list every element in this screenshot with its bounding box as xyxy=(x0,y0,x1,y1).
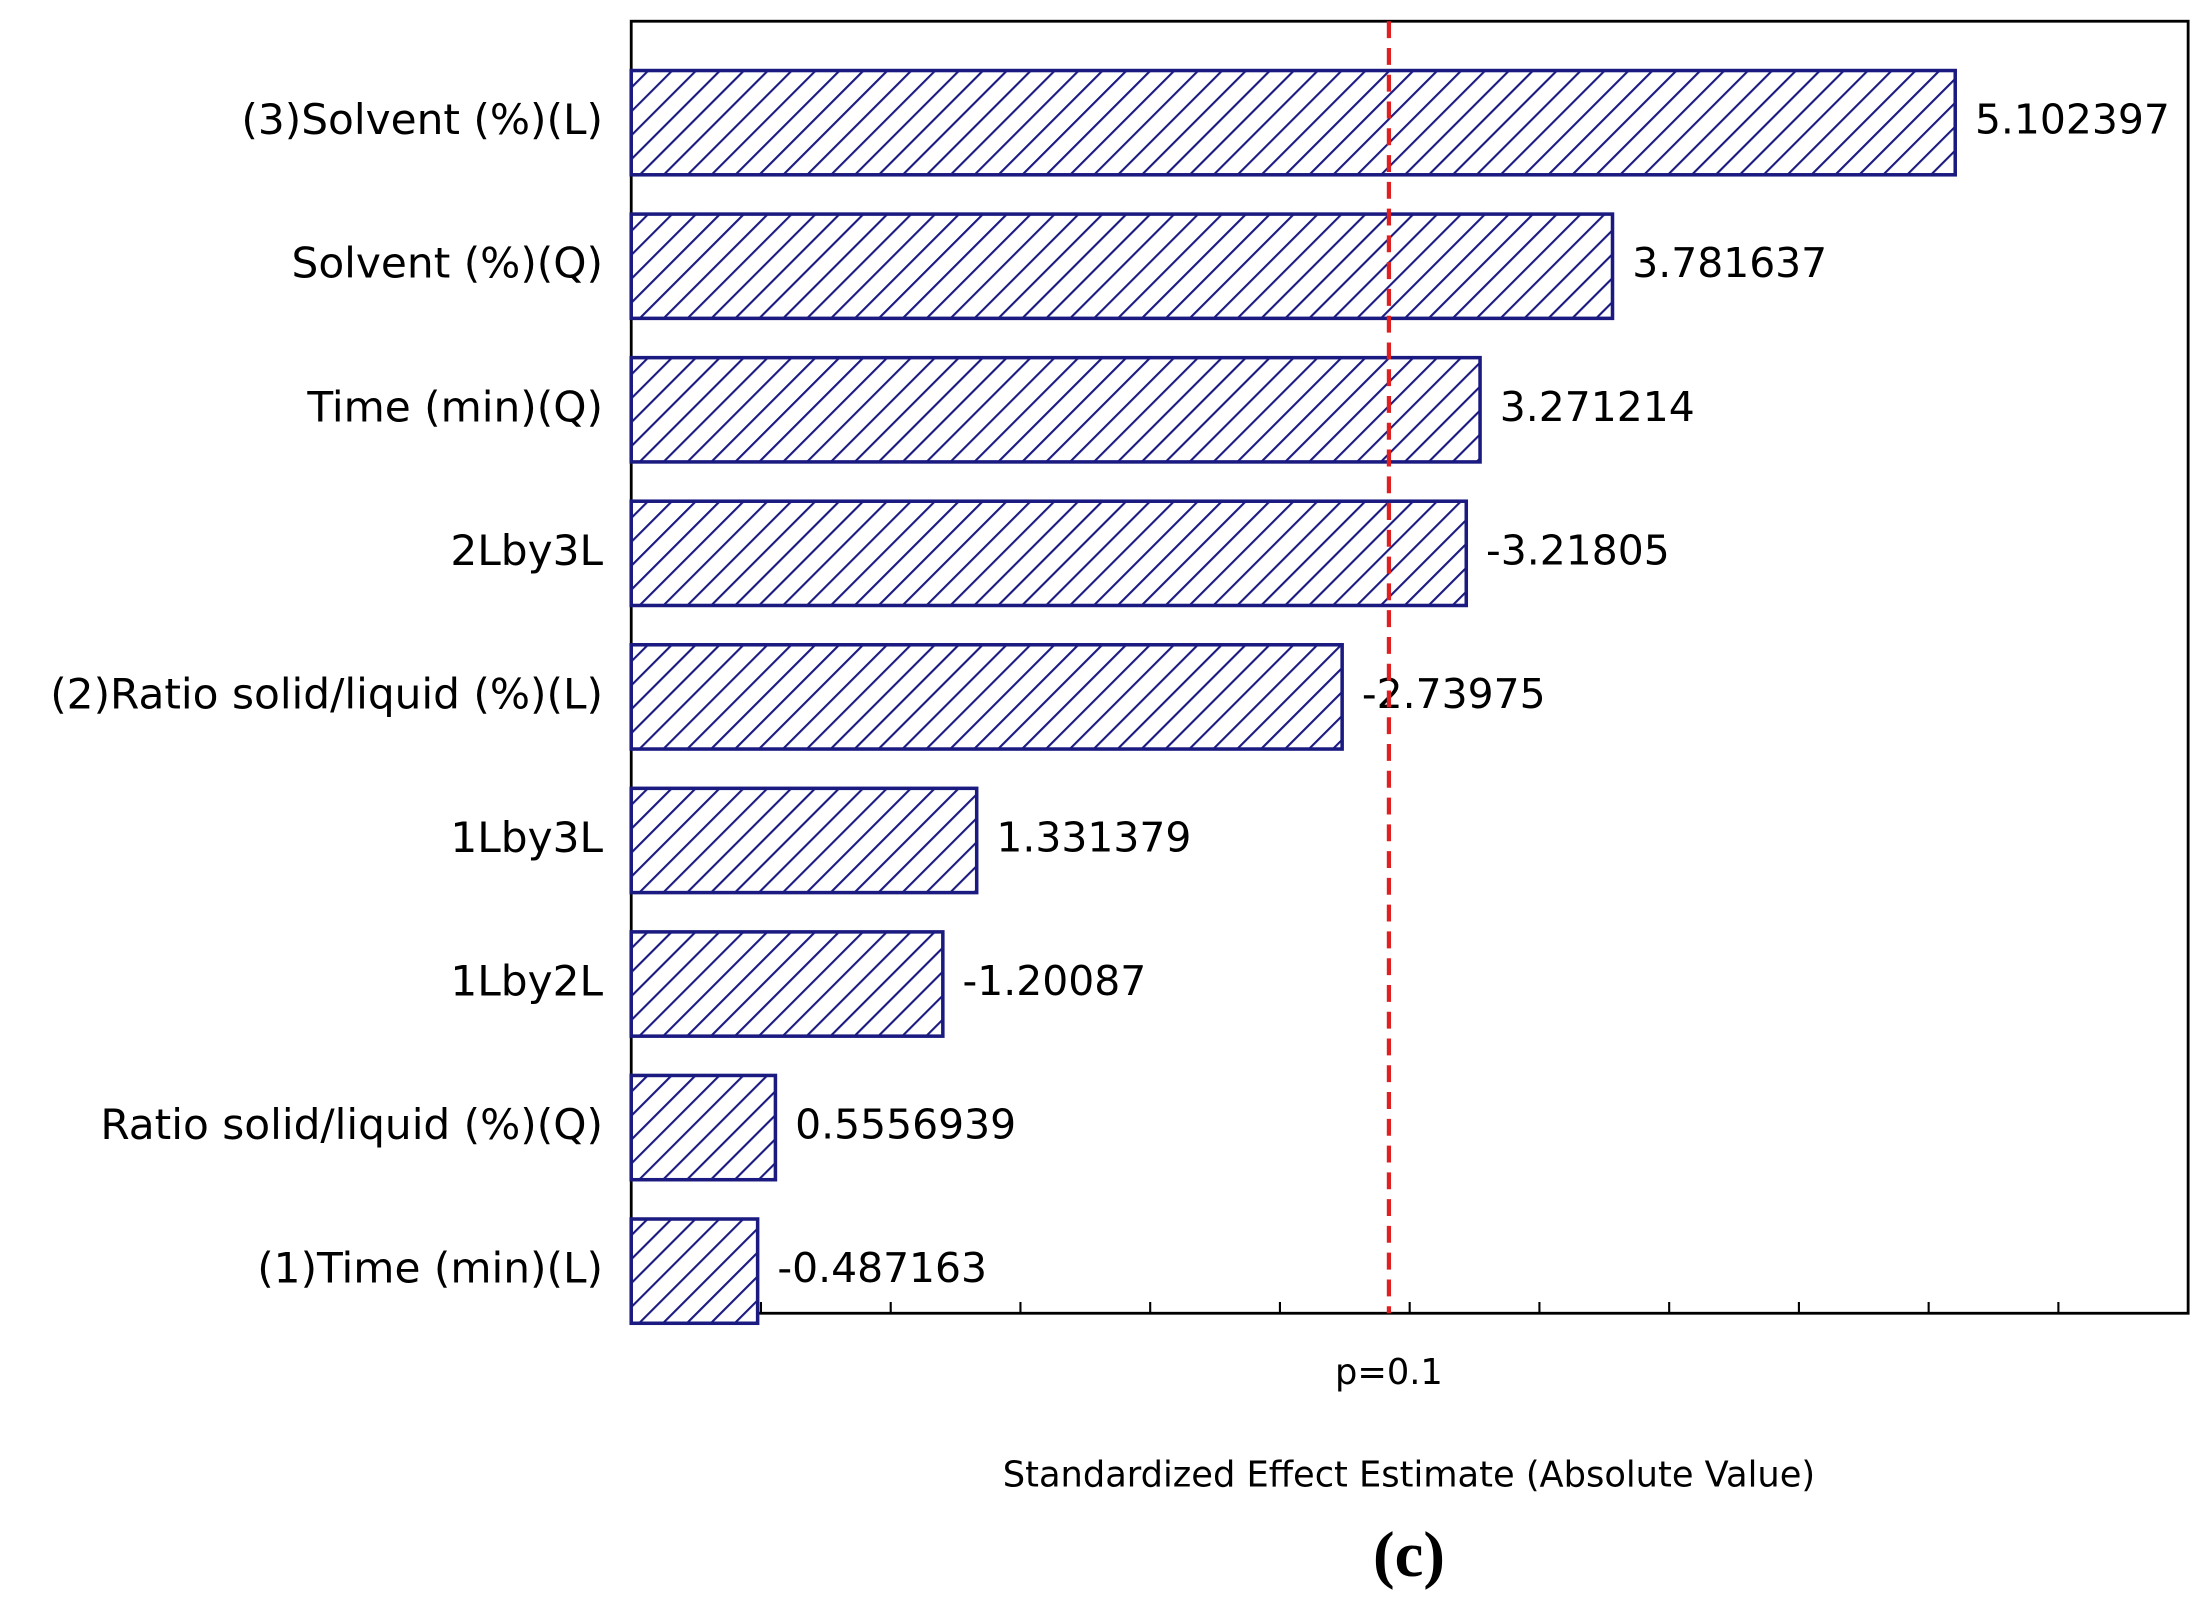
x-axis-title: Standardized Effect Estimate (Absolute V… xyxy=(1003,1455,1815,1496)
bar xyxy=(629,499,1469,608)
value-label: 1.331379 xyxy=(996,813,1191,861)
bar xyxy=(629,643,1344,751)
bar xyxy=(629,212,1615,321)
y-tick-label: (3)Solvent (%)(L) xyxy=(241,95,603,144)
bar xyxy=(629,786,979,895)
reference-label: p=0.1 xyxy=(1335,1352,1443,1393)
bar xyxy=(629,1217,760,1326)
y-tick-label: Time (min)(Q) xyxy=(306,382,603,431)
value-label: 3.271214 xyxy=(1500,383,1695,431)
value-label: 0.5556939 xyxy=(795,1101,1016,1149)
bar xyxy=(629,68,1957,177)
y-tick-label: Solvent (%)(Q) xyxy=(292,239,604,288)
y-tick-label: 1Lby2L xyxy=(450,957,603,1006)
y-tick-label: (1)Time (min)(L) xyxy=(257,1244,603,1293)
y-tick-label: Ratio solid/liquid (%)(Q) xyxy=(100,1100,603,1149)
bar xyxy=(629,930,945,1038)
value-label: 5.102397 xyxy=(1975,96,2170,144)
value-label: -0.487163 xyxy=(777,1244,987,1292)
y-tick-label: (2)Ratio solid/liquid (%)(L) xyxy=(50,669,603,718)
value-label: 3.781637 xyxy=(1632,239,1827,287)
bar xyxy=(629,355,1482,464)
y-tick-label: 1Lby3L xyxy=(450,813,603,862)
bar xyxy=(629,1073,778,1182)
value-label: -1.20087 xyxy=(963,957,1147,1005)
value-label: -3.21805 xyxy=(1486,526,1670,574)
value-label: -2.73975 xyxy=(1362,670,1546,718)
caption: (c) xyxy=(1373,1519,1445,1591)
y-tick-label: 2Lby3L xyxy=(450,526,603,575)
